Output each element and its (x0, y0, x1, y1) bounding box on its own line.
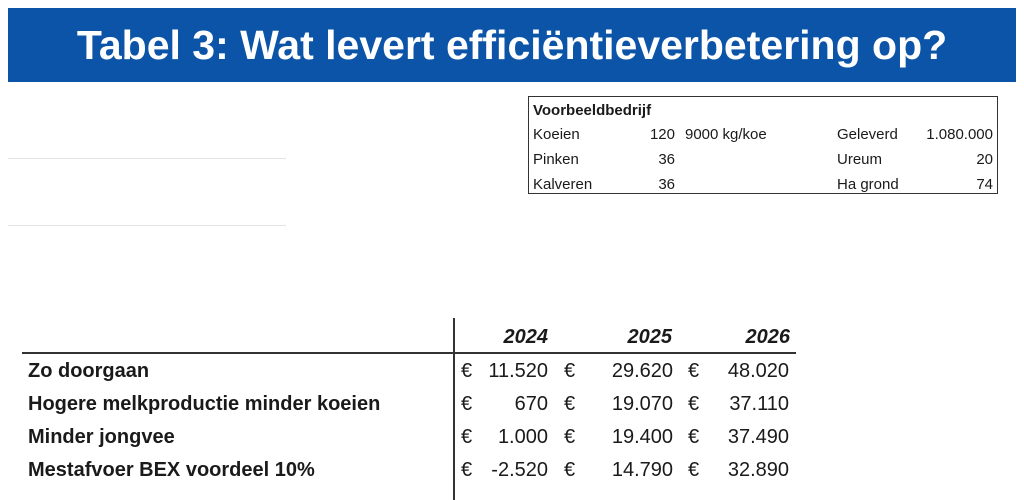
table-vertical-divider (453, 318, 455, 500)
info-unit-koeien: 9000 kg/koe (685, 126, 767, 143)
table-header-divider (22, 352, 796, 354)
currency-symbol: € (564, 459, 576, 481)
cell-value: 14.790 (611, 459, 673, 481)
currency-symbol: € (688, 426, 700, 448)
info-value-geleverd: 1.080.000 (926, 126, 993, 143)
info-value-koeien: 120 (649, 126, 675, 143)
cell-value: 48.020 (727, 360, 789, 382)
cell-value: 1.000 (497, 426, 548, 448)
currency-symbol: € (461, 459, 473, 481)
info-label-koeien: Koeien (533, 126, 580, 143)
info-value-ha-grond: 74 (976, 176, 993, 193)
currency-symbol: € (564, 360, 576, 382)
cell-value: 670 (514, 393, 548, 415)
currency-symbol: € (688, 360, 700, 382)
cell-value: 37.490 (727, 426, 789, 448)
voorbeeldbedrijf-header: Voorbeeldbedrijf (533, 102, 652, 119)
year-header-2026: 2026 (745, 326, 791, 348)
empty-panel (8, 158, 286, 226)
cell-value: 37.110 (729, 393, 789, 415)
info-label-pinken: Pinken (533, 151, 579, 168)
row-label-hogere-melkproductie: Hogere melkproductie minder koeien (28, 393, 381, 415)
cell-value: 29.620 (611, 360, 673, 382)
info-label-geleverd: Geleverd (837, 126, 898, 143)
year-header-2024: 2024 (503, 326, 549, 348)
info-label-kalveren: Kalveren (533, 176, 593, 193)
cell-value: 19.400 (611, 426, 673, 448)
currency-symbol: € (461, 393, 473, 415)
info-value-ureum: 20 (976, 151, 993, 168)
page-title: Tabel 3: Wat levert efficiëntieverbeteri… (76, 21, 948, 68)
row-label-zo-doorgaan: Zo doorgaan (28, 360, 150, 382)
voorbeeldbedrijf-box: Voorbeeldbedrijf Koeien 120 9000 kg/koe … (528, 96, 998, 194)
currency-symbol: € (461, 360, 473, 382)
cell-value: 32.890 (727, 459, 789, 481)
currency-symbol: € (564, 426, 576, 448)
info-label-ha-grond: Ha grond (837, 176, 899, 193)
info-value-kalveren: 36 (658, 176, 675, 193)
year-header-2025: 2025 (627, 326, 673, 348)
currency-symbol: € (688, 459, 700, 481)
row-label-mestafvoer-bex: Mestafvoer BEX voordeel 10% (28, 459, 315, 481)
cell-value: -2.520 (491, 459, 548, 481)
info-value-pinken: 36 (658, 151, 675, 168)
row-label-minder-jongvee: Minder jongvee (28, 426, 175, 448)
currency-symbol: € (564, 393, 576, 415)
cell-value: 19.070 (611, 393, 673, 415)
cell-value: 11.520 (488, 360, 548, 382)
info-label-ureum: Ureum (837, 151, 883, 168)
currency-symbol: € (461, 426, 473, 448)
currency-symbol: € (688, 393, 700, 415)
title-banner: Tabel 3: Wat levert efficiëntieverbeteri… (8, 8, 1016, 82)
